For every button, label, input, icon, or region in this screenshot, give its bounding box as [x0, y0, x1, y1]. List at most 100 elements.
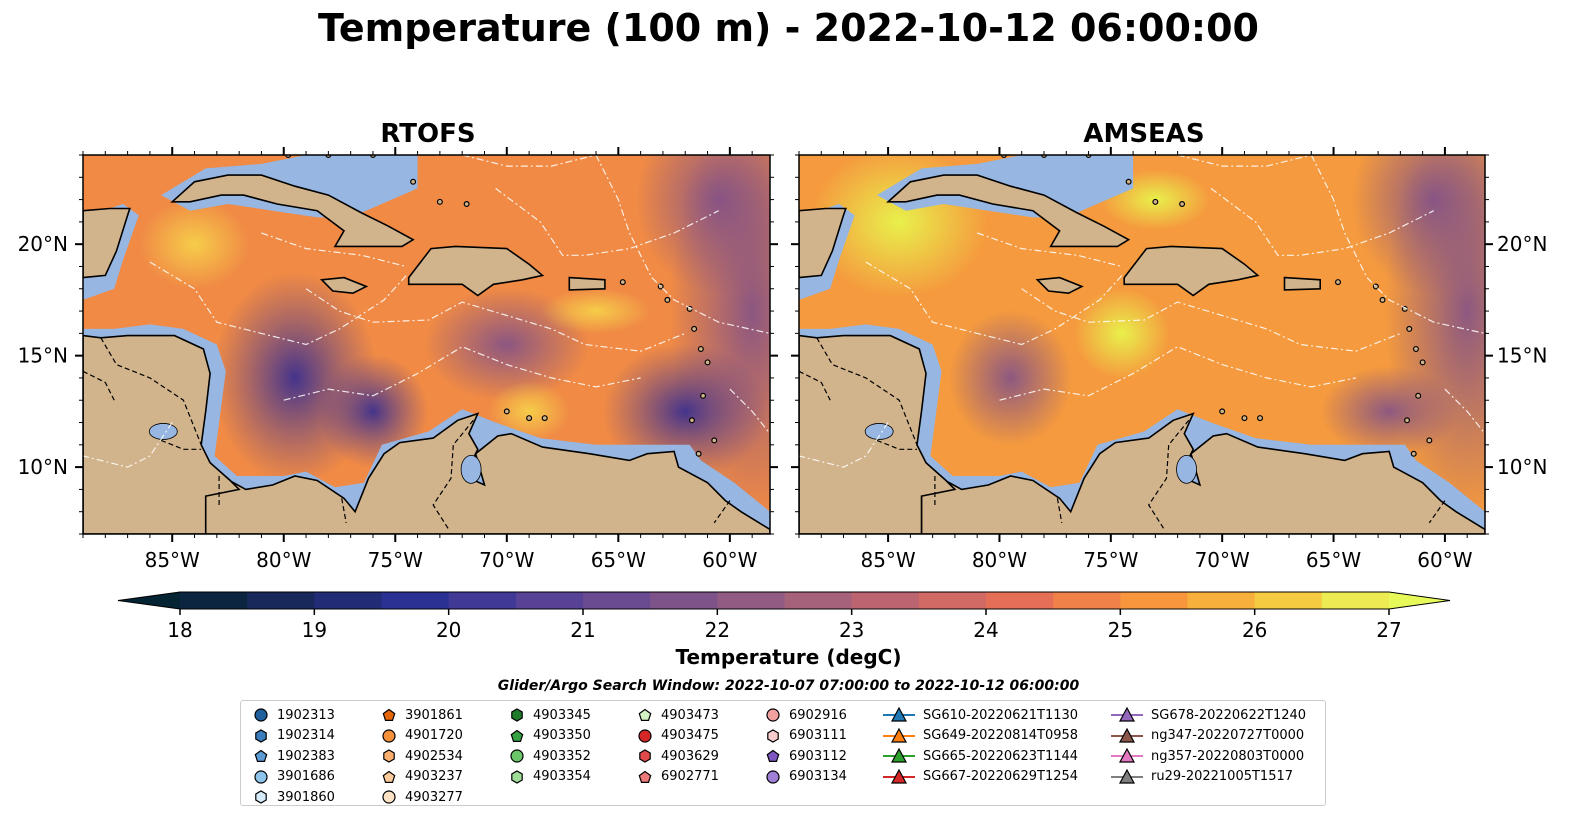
eez-boundary [999, 346, 1356, 401]
legend-entry: 6903112 [765, 746, 847, 767]
country-border [83, 370, 115, 401]
legend-entry: 4903277 [381, 787, 463, 808]
country-border [341, 498, 347, 524]
colorbar-segment [1120, 592, 1188, 609]
legend-entry: 1902313 [253, 705, 335, 726]
eez-boundary [149, 261, 407, 346]
lon-tick-label: 65°W [591, 548, 646, 572]
legend-column: 4903473 4903475 4903629 6902771 [637, 705, 719, 787]
legend-column: SG678-20220622T1240 ng347-20220727T0000 ng… [1111, 705, 1306, 787]
legend-marker-icon [511, 708, 523, 722]
eez-boundary [495, 187, 719, 256]
legend-label: ru29-20221005T1517 [1151, 769, 1294, 785]
lon-tick-label: 85°W [145, 548, 200, 572]
legend-label: SG610-20220621T1130 [923, 707, 1079, 723]
colorbar-tick-label: 20 [436, 618, 461, 642]
eez-boundary [977, 232, 1123, 268]
colorbar-extend-high [1389, 592, 1450, 609]
legend-entry: 3901686 [253, 767, 335, 788]
legend-marker-icon [883, 748, 915, 763]
legend-label: 4903277 [405, 789, 463, 805]
lat-tick-label: 10°N [1497, 455, 1547, 479]
colorbar-segment [381, 592, 450, 609]
eez-boundary [1021, 288, 1401, 352]
colorbar-tick-label: 18 [167, 618, 192, 642]
legend-label: 4903345 [533, 707, 591, 723]
country-border [816, 337, 918, 446]
country-border [1428, 500, 1446, 524]
colorbar-segment [1254, 592, 1323, 609]
legend-entry: 6903134 [765, 767, 847, 788]
country-border [100, 337, 202, 446]
country-border [799, 370, 831, 401]
colorbar-tick-label: 19 [302, 618, 327, 642]
legend-marker-icon [1111, 727, 1143, 743]
legend-label: SG678-20220622T1240 [1151, 707, 1307, 723]
eez-boundary [261, 232, 407, 268]
country-border [1147, 419, 1190, 530]
legend-marker-icon [383, 749, 395, 763]
legend-entry: 4903475 [637, 726, 719, 747]
colorbar-segment [650, 592, 718, 609]
legend-entry: SG678-20220622T1240 [1111, 705, 1306, 726]
land-mass [1283, 276, 1321, 291]
legend-marker-icon [1111, 768, 1143, 784]
legend-label: 4903629 [661, 748, 719, 764]
eez-boundary [595, 155, 770, 334]
eez-boundary [729, 388, 770, 435]
legend-marker-icon [883, 727, 915, 743]
country-border [432, 419, 474, 530]
lon-tick-label: 80°W [256, 548, 311, 572]
legend-marker-icon [766, 708, 780, 722]
legend-label: 6903112 [789, 748, 847, 764]
legend-entry: ru29-20221005T1517 [1111, 767, 1306, 788]
legend-entry: 4902534 [381, 746, 463, 767]
legend-label: 1902383 [277, 748, 335, 764]
eez-boundary [1210, 187, 1435, 256]
legend-label: 4903475 [661, 728, 719, 744]
legend-label: ng347-20220727T0000 [1151, 728, 1305, 744]
legend-label: ng357-20220803T0000 [1151, 748, 1305, 764]
colorbar-segment [314, 592, 382, 609]
lat-tick-label: 10°N [18, 455, 68, 479]
legend-entry: 6902771 [637, 767, 719, 788]
lon-tick-label: 70°W [479, 548, 534, 572]
legend-label: SG667-20220629T1254 [923, 769, 1079, 785]
legend-label: 4902534 [405, 748, 463, 764]
colorbar-segment [717, 592, 785, 609]
rtofs-map: 85°W 80°W 75°W 70°W 65°W 60°W 20°N 15°N 10°N [18, 147, 778, 572]
legend-label: 3901686 [277, 769, 335, 785]
map-frame [82, 154, 771, 535]
legend-label: 4903350 [533, 728, 591, 744]
colorbar-tick-label: 26 [1242, 618, 1267, 642]
legend-entry: 3901860 [253, 787, 335, 808]
legend-marker-icon [382, 790, 396, 804]
amseas-map: 85°W 80°W 75°W 70°W 65°W 60°W 20°N 15°N 10°N [791, 147, 1547, 572]
legend-column: 3901861 4901720 4902534 4903237 4903277 [381, 705, 463, 808]
legend-entry: ng357-20220803T0000 [1111, 746, 1306, 767]
legend-marker-icon [382, 729, 396, 743]
land-mass [568, 276, 606, 291]
lat-tick-label: 15°N [18, 344, 68, 368]
legend-label: SG649-20220814T0958 [923, 728, 1079, 744]
colorbar-tick-label: 23 [839, 618, 864, 642]
lat-tick-label: 20°N [1497, 232, 1547, 256]
colorbar-segment [851, 592, 920, 609]
legend-marker-icon [638, 709, 652, 722]
legend-label: 6903111 [789, 728, 847, 744]
eez-boundary [283, 346, 641, 401]
land-mass [799, 207, 847, 279]
lat-tick-label: 15°N [1497, 344, 1547, 368]
legend-marker-icon [883, 768, 915, 784]
legend-label: 4903352 [533, 748, 591, 764]
legend-entry: 4903354 [509, 767, 591, 788]
colorbar-segment [515, 592, 584, 609]
legend-marker-icon [767, 729, 779, 743]
legend-column: 1902313 1902314 1902383 3901686 3901860 [253, 705, 335, 808]
colorbar-segment [1053, 592, 1121, 609]
land-mass [886, 174, 1131, 248]
legend-entry: SG610-20220621T1130 [883, 705, 1078, 726]
legend-label: 6902916 [789, 707, 847, 723]
colorbar-segment [583, 592, 651, 609]
